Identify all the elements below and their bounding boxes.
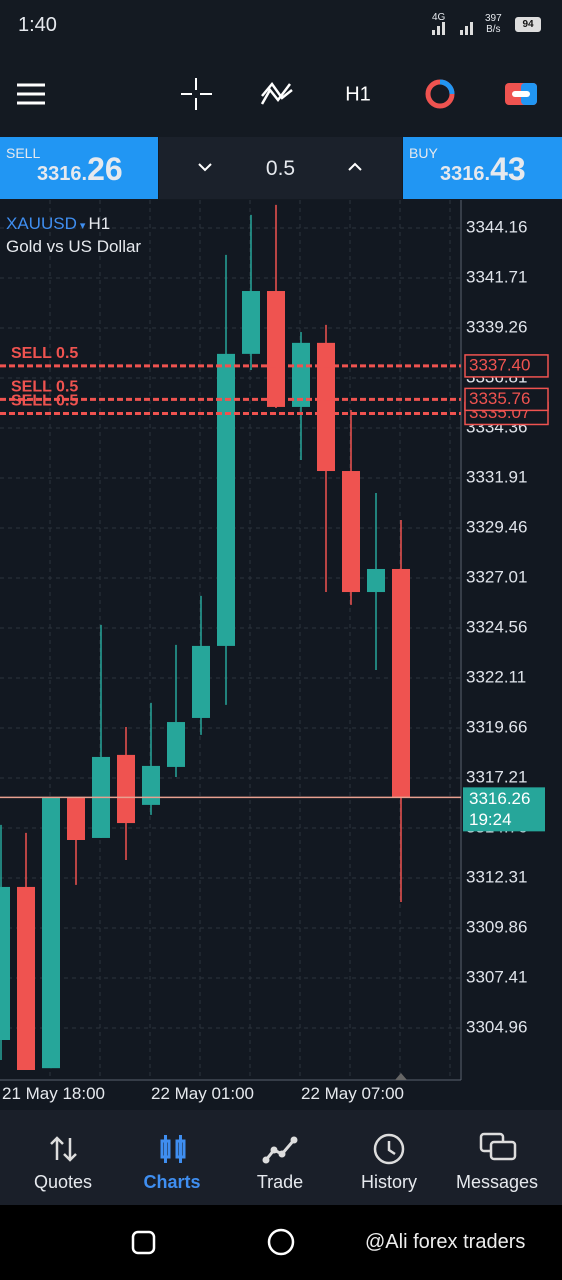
chart-timeframe: H1 — [88, 214, 111, 233]
nav-quotes[interactable]: Quotes — [33, 1172, 93, 1192]
sell-button[interactable]: SELL 3316.26 — [0, 137, 158, 199]
y-tick-label: 3319.66 — [466, 717, 527, 736]
countdown: 19:24 — [469, 810, 512, 829]
timeframe[interactable]: H1 — [345, 83, 371, 105]
nav-messages[interactable]: Messages — [455, 1172, 539, 1192]
x-label: 22 May 01:00 — [151, 1084, 255, 1103]
candle-body — [292, 342, 310, 407]
sell-price-main: 3316. — [37, 163, 88, 185]
candle-body — [142, 765, 160, 805]
y-tick-label: 3329.46 — [466, 517, 527, 536]
y-tick-label: 3304.96 — [466, 1017, 527, 1036]
candle-body — [242, 291, 260, 354]
nav-charts[interactable]: Charts — [143, 1172, 201, 1192]
volume[interactable]: 0.5 — [265, 157, 296, 180]
nav-trade[interactable]: Trade — [256, 1172, 304, 1192]
order-label: SELL 0.5 — [11, 345, 78, 362]
candle-body — [367, 568, 385, 593]
system-nav: @Ali forex traders — [0, 1205, 562, 1280]
order-label: SELL 0.5 — [11, 379, 78, 396]
candle-body — [167, 722, 185, 767]
y-tick-label: 3322.11 — [466, 667, 526, 686]
speed: 397 — [485, 13, 502, 24]
volume-box: 0.5 — [159, 137, 402, 199]
y-tick-label: 3344.16 — [466, 217, 527, 236]
candle-body — [342, 471, 360, 593]
speed-unit: B/s — [486, 24, 501, 35]
x-label: 21 May 18:00 — [2, 1084, 106, 1103]
order-price: 3337.40 — [469, 355, 530, 374]
net-speed: 397 B/s — [485, 13, 502, 35]
y-tick-label: 3312.31 — [466, 867, 527, 886]
crosshair-icon[interactable] — [181, 78, 212, 110]
y-tick-label: 3339.26 — [466, 317, 527, 336]
order-price-box — [464, 387, 549, 412]
y-tick-label: 3331.91 — [466, 467, 527, 486]
toolbar: H1 — [17, 78, 537, 110]
volume-up[interactable] — [347, 161, 363, 173]
menu-icon[interactable] — [17, 83, 45, 105]
candle-body — [192, 645, 210, 718]
candle-body — [267, 291, 285, 407]
candle-body — [317, 342, 335, 472]
y-tick-label: 3341.71 — [466, 267, 527, 286]
nav-icons — [50, 1132, 517, 1165]
y-tick-label: 3324.56 — [466, 617, 527, 636]
order-price-box — [464, 354, 549, 378]
trade-icon[interactable] — [505, 83, 537, 105]
battery: 94 — [515, 17, 541, 32]
shift-marker — [395, 1073, 407, 1080]
status-time: 1:40 — [18, 14, 57, 36]
sell-label: SELL — [6, 145, 41, 161]
network: 4G — [432, 12, 446, 23]
chart: 3344.163341.713339.263336.813334.363331.… — [0, 200, 549, 1081]
bottom-nav: Quotes Charts Trade History Messages — [0, 1110, 562, 1205]
candle-body — [42, 797, 60, 1069]
y-tick-label: 3307.41 — [466, 967, 527, 986]
y-tick-label: 3317.21 — [466, 767, 527, 786]
y-tick-label: 3309.86 — [466, 917, 527, 936]
y-tick-label: 3327.01 — [466, 567, 527, 586]
current-price-box — [463, 787, 545, 832]
candle-body — [117, 754, 135, 824]
nav-history[interactable]: History — [360, 1172, 417, 1192]
watermark: @Ali forex traders — [365, 1231, 526, 1253]
buy-label: BUY — [409, 145, 438, 161]
symbol-description: Gold vs US Dollar — [6, 237, 142, 256]
sell-price: 3316.26 — [37, 151, 123, 188]
symbol-line: XAUUSD ▾ H1 — [6, 214, 111, 233]
candle-body — [217, 353, 235, 646]
current-price: 3316.26 — [469, 789, 530, 808]
volume-down[interactable] — [197, 161, 213, 173]
buy-price: 3316.43 — [440, 151, 526, 188]
x-label: 22 May 07:00 — [301, 1084, 405, 1103]
indicator-icon[interactable] — [260, 81, 293, 105]
candle-body — [0, 886, 10, 1040]
candle-body — [67, 796, 85, 840]
candle-body — [17, 886, 35, 1070]
order-price: 3335.76 — [469, 389, 530, 408]
buy-price-pips: 43 — [490, 151, 526, 187]
sell-price-pips: 26 — [87, 151, 123, 187]
buy-price-main: 3316. — [440, 163, 491, 185]
symbol[interactable]: XAUUSD — [6, 214, 77, 233]
order-label: SELL 0.5 — [11, 393, 78, 410]
buy-button[interactable]: BUY 3316.43 — [403, 137, 562, 199]
candle-body — [392, 568, 410, 798]
system-nav-icons — [131, 1228, 295, 1256]
signal-icons — [432, 22, 473, 35]
